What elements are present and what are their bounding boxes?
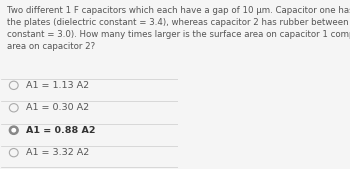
Circle shape (12, 129, 15, 132)
Text: Two different 1 F capacitors which each have a gap of 10 μm. Capacitor one has p: Two different 1 F capacitors which each … (7, 6, 350, 51)
Text: A1 = 0.88 A2: A1 = 0.88 A2 (26, 126, 96, 135)
Circle shape (9, 126, 18, 134)
Text: A1 = 0.30 A2: A1 = 0.30 A2 (26, 103, 89, 112)
Text: A1 = 3.32 A2: A1 = 3.32 A2 (26, 148, 89, 157)
Text: A1 = 1.13 A2: A1 = 1.13 A2 (26, 81, 89, 90)
